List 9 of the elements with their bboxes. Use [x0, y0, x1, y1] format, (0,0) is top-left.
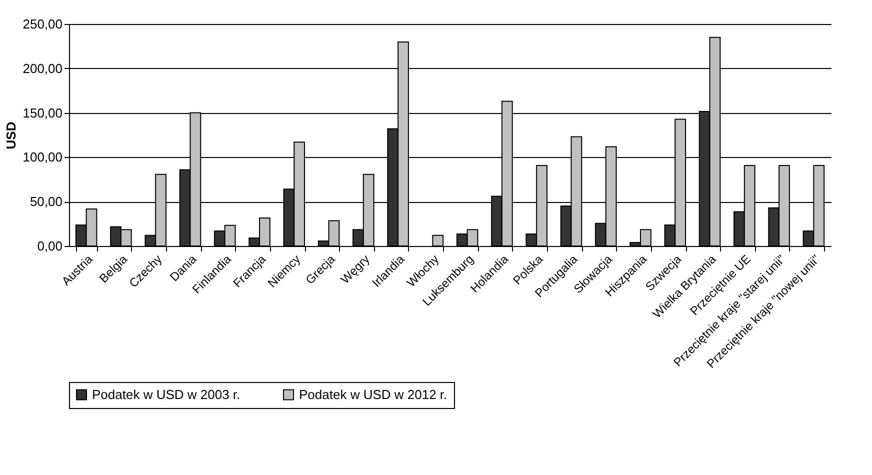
legend-label: Podatek w USD w 2003 r. [92, 386, 240, 402]
y-axis-title: USD [4, 122, 19, 150]
y-tick-label: 0,00 [37, 238, 62, 254]
y-tick-label: 100,00 [22, 150, 62, 165]
legend-label: Podatek w USD w 2012 r. [299, 386, 448, 402]
y-tick-label: 50,00 [30, 194, 62, 210]
y-tick-label: 150,00 [22, 105, 62, 120]
y-tick-label: 200,00 [22, 60, 62, 76]
y-tick-label: 250,00 [22, 16, 62, 32]
